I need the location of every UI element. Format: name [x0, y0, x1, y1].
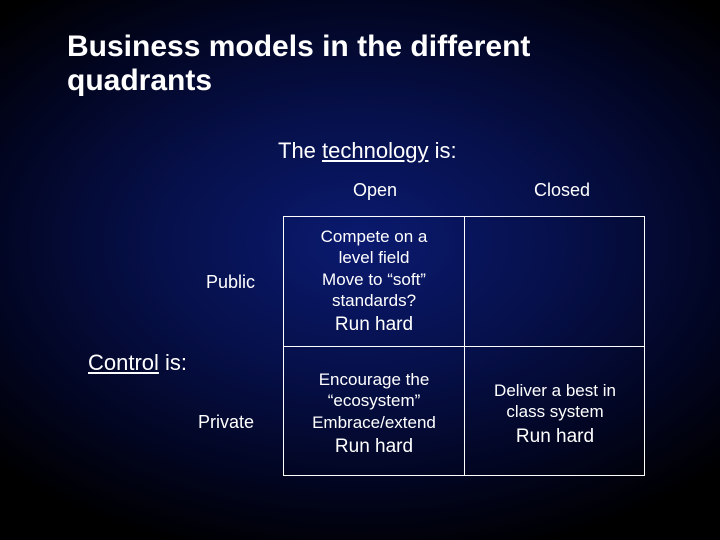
cell-tl-line3: Move to “soft”	[285, 269, 463, 290]
technology-axis-label: The technology is:	[278, 138, 457, 164]
cell-br-line2: class system	[466, 401, 644, 422]
control-underlined: Control	[88, 350, 159, 375]
cell-bl-line1: Encourage the	[285, 369, 463, 390]
title-line-2: quadrants	[67, 64, 212, 98]
cell-tl-line2: level field	[285, 247, 463, 268]
cell-tl-line1: Compete on a	[285, 226, 463, 247]
column-header-closed: Closed	[534, 180, 590, 201]
quadrant-public-open: Compete on a level field Move to “soft” …	[285, 226, 463, 337]
cell-tl-line4: standards?	[285, 290, 463, 311]
subtitle-underlined: technology	[322, 138, 428, 163]
quadrant-vertical-divider	[464, 216, 465, 476]
title-line-1: Business models in the different	[67, 30, 530, 64]
cell-bl-run: Run hard	[285, 435, 463, 459]
cell-bl-line3: Embrace/extend	[285, 412, 463, 433]
row-label-private: Private	[198, 412, 254, 433]
cell-br-run: Run hard	[466, 425, 644, 449]
cell-br-line1: Deliver a best in	[466, 380, 644, 401]
quadrant-private-closed: Deliver a best in class system Run hard	[466, 380, 644, 448]
control-axis-label: Control is:	[88, 350, 187, 376]
row-label-public: Public	[206, 272, 255, 293]
subtitle-post: is:	[428, 138, 456, 163]
cell-tl-run: Run hard	[285, 313, 463, 337]
cell-bl-line2: “ecosystem”	[285, 390, 463, 411]
subtitle-pre: The	[278, 138, 322, 163]
column-header-open: Open	[353, 180, 397, 201]
control-post: is:	[159, 350, 187, 375]
quadrant-private-open: Encourage the “ecosystem” Embrace/extend…	[285, 369, 463, 459]
